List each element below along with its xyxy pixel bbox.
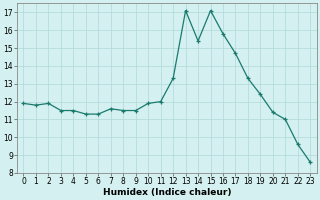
X-axis label: Humidex (Indice chaleur): Humidex (Indice chaleur) [103,188,231,197]
